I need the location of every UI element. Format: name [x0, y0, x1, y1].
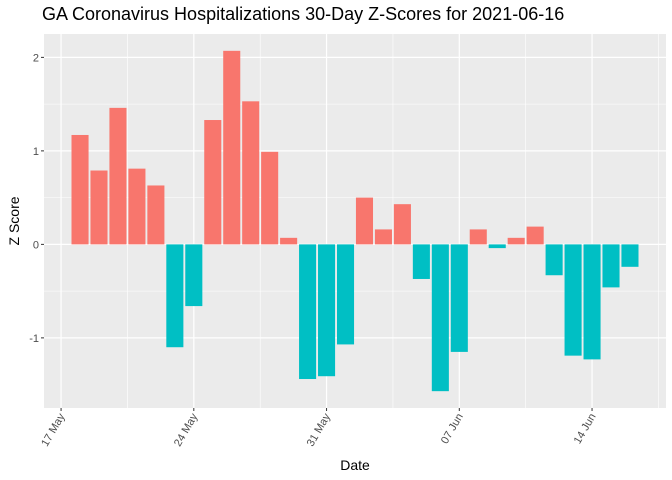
y-axis-title: Z Score [6, 196, 22, 245]
bar [488, 244, 506, 249]
x-tick-label: 31 May [305, 411, 334, 449]
bar [621, 244, 639, 267]
x-axis: 17 May 24 May 31 May 07 Jun 14 Jun [39, 408, 599, 449]
bar [185, 244, 203, 307]
bar [431, 244, 449, 392]
bars [71, 50, 639, 392]
bar [109, 107, 127, 245]
bar [318, 244, 336, 377]
bar [564, 244, 582, 356]
bar [602, 244, 620, 288]
bar [261, 151, 279, 245]
chart-title: GA Coronavirus Hospitalizations 30-Day Z… [42, 4, 565, 24]
y-tick-label: -1 [29, 333, 39, 345]
bar [280, 237, 298, 245]
bar [90, 170, 108, 245]
x-axis-title: Date [340, 457, 370, 473]
bar [412, 244, 430, 279]
bar [128, 168, 146, 245]
x-tick-label: 14 Jun [572, 412, 599, 447]
bar [299, 244, 317, 380]
bar [336, 244, 355, 345]
bar [242, 101, 260, 245]
y-tick-label: 0 [33, 239, 39, 251]
bar [507, 237, 525, 245]
y-tick-label: 1 [33, 146, 39, 158]
bar [469, 229, 487, 245]
bar [374, 229, 392, 245]
y-tick-label: 2 [33, 52, 39, 64]
bar [204, 120, 222, 245]
bar [71, 134, 89, 245]
bar [223, 50, 241, 245]
bar [393, 204, 411, 245]
y-axis: -1 0 1 2 [29, 52, 44, 345]
x-tick-label: 07 Jun [439, 412, 466, 447]
x-tick-label: 24 May [172, 411, 201, 449]
bar [147, 185, 165, 245]
bar [166, 244, 184, 348]
bar [526, 226, 544, 245]
bar [355, 197, 374, 245]
x-tick-label: 17 May [39, 411, 68, 449]
bar [545, 244, 563, 276]
bar [583, 244, 601, 360]
bar [450, 244, 468, 352]
